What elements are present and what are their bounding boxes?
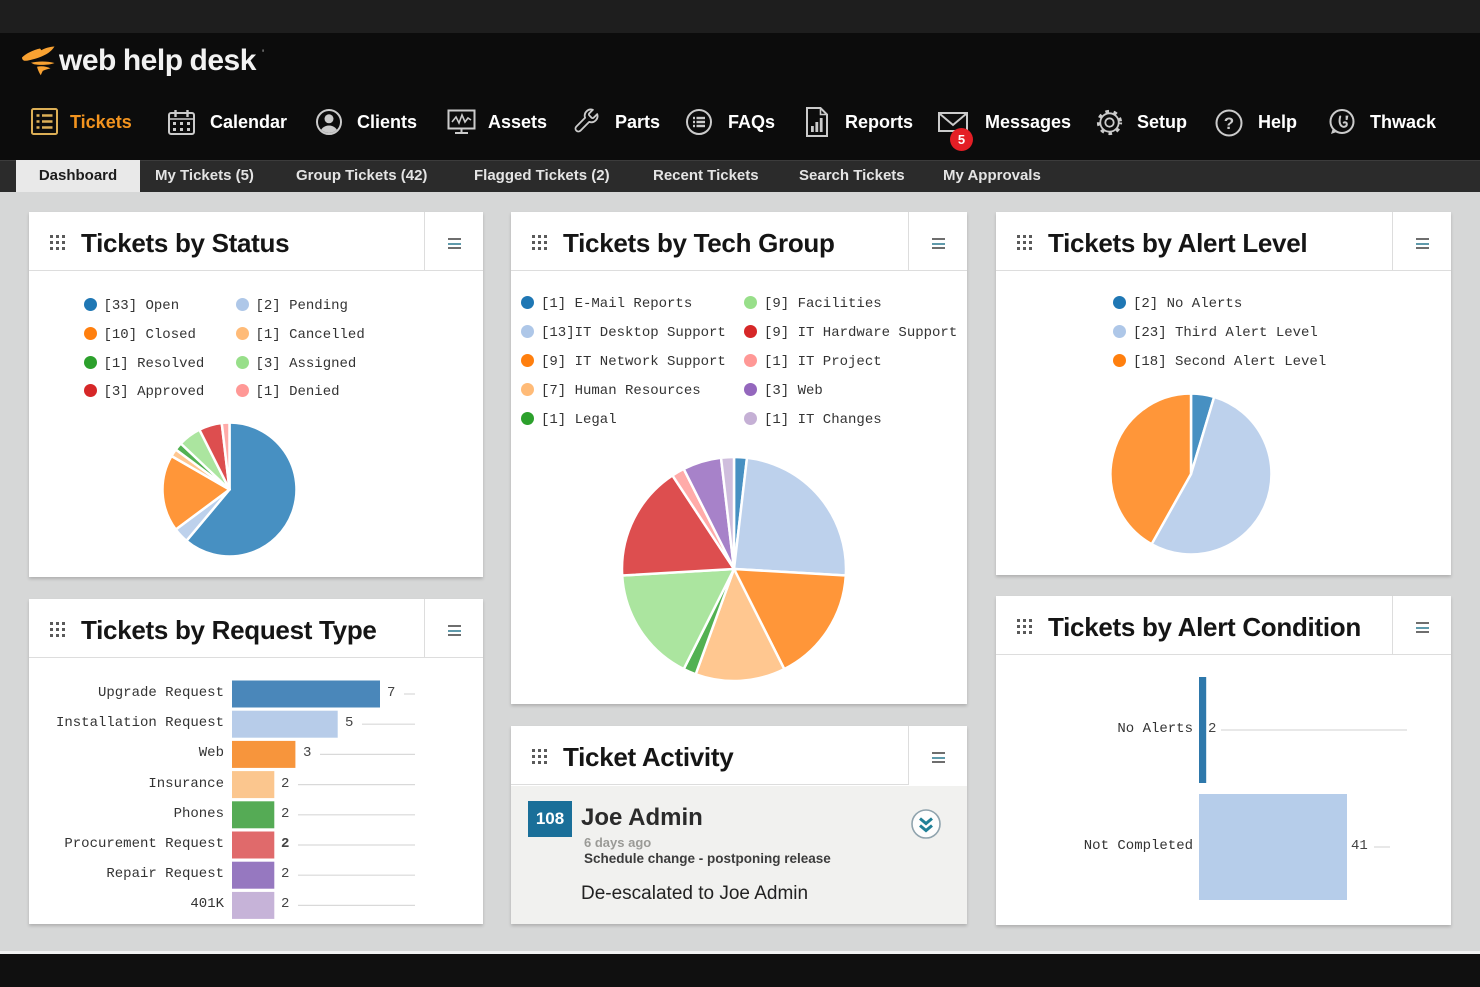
svg-text:?: ? <box>1224 114 1234 133</box>
